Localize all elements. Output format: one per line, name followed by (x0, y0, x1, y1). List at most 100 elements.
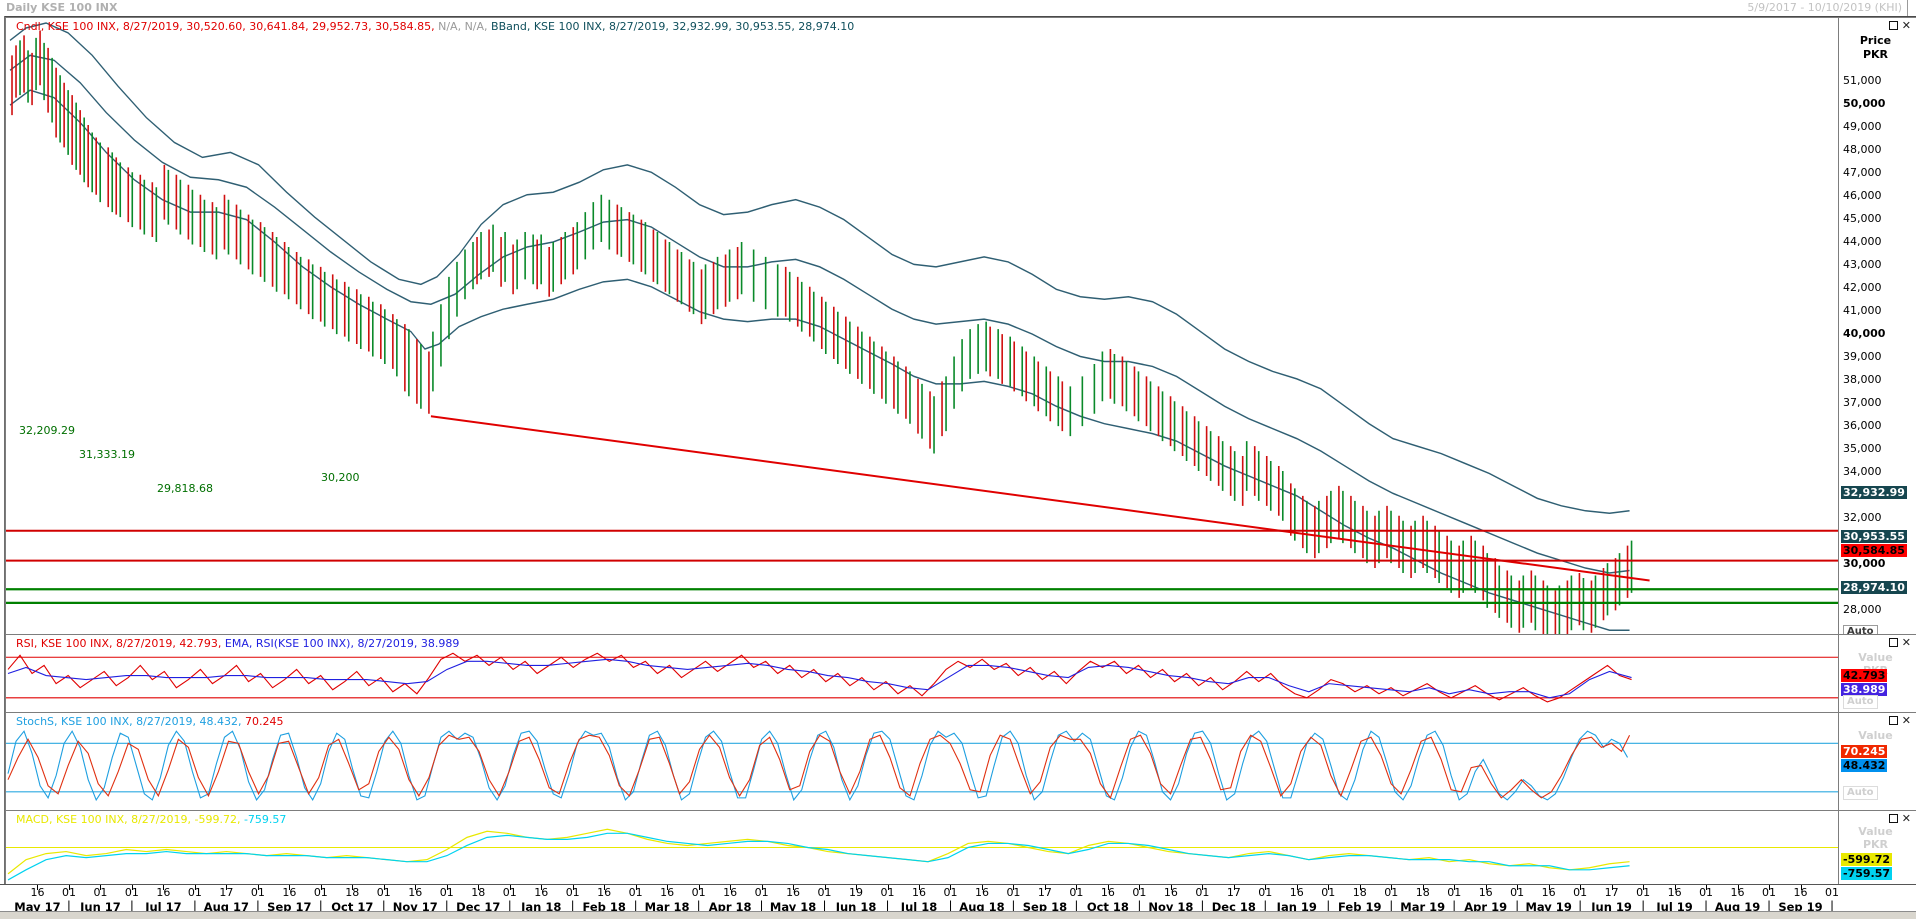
date-axis-boundary-day: 01 (1069, 886, 1084, 899)
macd-chart-pane[interactable]: MACD, KSE 100 INX, 8/27/2019, -599.72, -… (5, 810, 1838, 884)
date-axis-separator: | (1011, 899, 1016, 913)
date-axis-boundary-day: 01 (691, 886, 706, 899)
date-axis-tick (950, 885, 952, 890)
date-axis-separator: | (1704, 899, 1709, 913)
date-axis-tick (635, 885, 637, 890)
close-icon[interactable]: ✕ (1901, 636, 1913, 649)
date-axis-separator: | (1074, 899, 1079, 913)
bband-upper-path (9, 22, 1630, 515)
restore-icon[interactable] (1888, 814, 1898, 823)
stochastic-chart-pane[interactable]: StochS, KSE 100 INX, 8/27/2019, 48.432, … (5, 712, 1838, 810)
macd-axis-block[interactable]: ✕ Value PKR -599.72 -759.57 (1838, 810, 1916, 884)
macd-plot-area[interactable] (6, 811, 1838, 884)
date-axis-tick (1548, 885, 1550, 890)
date-axis-tick (1296, 885, 1298, 890)
date-axis-tick (68, 885, 70, 890)
price-tick-47000: 47,000 (1843, 166, 1882, 179)
stoch-pane-window-controls[interactable]: ✕ (1888, 714, 1913, 727)
date-axis-tick (509, 885, 511, 890)
price-axis-block[interactable]: ✕ Price PKR 51,000 50,000 49,000 48,000 … (1838, 17, 1916, 634)
price-tick-49000: 49,000 (1843, 120, 1882, 133)
date-axis-month: Nov 18 (1148, 900, 1194, 914)
price-tick-42000: 42,000 (1843, 281, 1882, 294)
date-axis-tick (1706, 885, 1708, 890)
date-axis-tick (37, 885, 39, 890)
bband-legend-text: BBand, KSE 100 INX, 8/27/2019, 32,932.99… (491, 20, 855, 33)
price-pane-window-controls[interactable]: ✕ (1888, 19, 1913, 32)
date-axis-month: Aug 19 (1714, 900, 1761, 914)
date-axis-boundary-day: 01 (1132, 886, 1147, 899)
date-axis-day: 16 (534, 886, 549, 899)
last-price-badge: 30,584.85 (1841, 544, 1907, 557)
date-axis-month: Sep 19 (1778, 900, 1823, 914)
date-axis-tick (1611, 885, 1613, 890)
macd-line (7, 828, 1630, 875)
date-axis-tick (667, 885, 669, 890)
date-axis-tick (1359, 885, 1361, 890)
date-axis-day: 16 (1163, 886, 1178, 899)
rsi-pane-window-controls[interactable]: ✕ (1888, 636, 1913, 649)
date-axis-day: 16 (1793, 886, 1808, 899)
date-axis-tick (856, 885, 858, 890)
date-axis-month: Sep 18 (1022, 900, 1068, 914)
date-axis-month: Jul 19 (1656, 900, 1693, 914)
date-axis-month: Mar 19 (1400, 900, 1446, 914)
close-icon[interactable]: ✕ (1901, 714, 1913, 727)
bband-middle-path (9, 54, 1630, 574)
stoch-plot-area[interactable] (6, 713, 1838, 810)
date-axis-separator: | (633, 899, 638, 913)
rsi-axis-block[interactable]: ✕ Value PKR 42.793 38.989 Auto (1838, 634, 1916, 712)
date-axis-separator: | (507, 899, 512, 913)
close-icon[interactable]: ✕ (1901, 812, 1913, 825)
date-axis-boundary-day: 01 (250, 886, 265, 899)
date-axis-day: 18 (1352, 886, 1367, 899)
date-axis-tick (1328, 885, 1330, 890)
date-axis[interactable]: 16 May 17 01 Jun 17 | 01 16 Jul 17 | 01 17 Aug 17 | 0… (0, 884, 1916, 919)
stoch-axis-title-1: Value (1858, 729, 1893, 742)
restore-icon[interactable] (1888, 638, 1898, 647)
date-axis-day: 16 (660, 886, 675, 899)
date-axis-labels: 16 May 17 01 Jun 17 | 01 16 Jul 17 | 01 17 Aug 17 | 0… (0, 885, 1916, 919)
price-auto-scale-button[interactable]: Auto (1843, 625, 1878, 634)
date-axis-month: May 17 (14, 900, 61, 914)
price-tick-41000: 41,000 (1843, 304, 1882, 317)
date-axis-separator: | (381, 899, 386, 913)
price-plot-area[interactable]: 32,209.29 31,333.19 30,200 29,818.68 (6, 18, 1838, 634)
rsi-plot-area[interactable] (6, 635, 1838, 712)
date-axis-separator: | (129, 899, 134, 913)
date-axis-tick (1265, 885, 1267, 890)
date-axis-tick (194, 885, 196, 890)
date-axis-separator: | (66, 899, 71, 913)
macd-pane-window-controls[interactable]: ✕ (1888, 812, 1913, 825)
date-axis-day: 19 (849, 886, 864, 899)
rsi-chart-pane[interactable]: RSI, KSE 100 INX, 8/27/2019, 42.793, EMA… (5, 634, 1838, 712)
date-axis-tick (1485, 885, 1487, 890)
date-axis-boundary-day: 01 (439, 886, 454, 899)
stoch-axis-block[interactable]: ✕ Value 70.245 48.432 Auto (1838, 712, 1916, 810)
date-axis-separator: | (1578, 899, 1583, 913)
stoch-auto-scale-button[interactable]: Auto (1843, 786, 1878, 800)
date-axis-tick (793, 885, 795, 890)
date-axis-tick (1517, 885, 1519, 890)
date-axis-boundary-day: 01 (1510, 886, 1525, 899)
date-axis-tick (1044, 885, 1046, 890)
bband-lower-path (9, 89, 1630, 632)
close-icon[interactable]: ✕ (1901, 19, 1913, 32)
date-axis-month: Jun 17 (80, 900, 121, 914)
restore-icon[interactable] (1888, 716, 1898, 725)
rsi-auto-scale-button[interactable]: Auto (1843, 695, 1878, 709)
date-axis-month: Jun 18 (835, 900, 877, 914)
price-tick-34000: 34,000 (1843, 465, 1882, 478)
price-axis-title-2: PKR (1862, 48, 1889, 61)
date-axis-day: 17 (1226, 886, 1241, 899)
restore-icon[interactable] (1888, 21, 1898, 30)
date-axis-tick (730, 885, 732, 890)
date-axis-tick (1769, 885, 1771, 890)
price-chart-pane[interactable]: Cndl, KSE 100 INX, 8/27/2019, 30,520.60,… (5, 17, 1838, 634)
date-axis-boundary-day: 01 (817, 886, 832, 899)
date-axis-separator: | (1515, 899, 1520, 913)
date-axis-boundary-day: 01 (1258, 886, 1273, 899)
date-axis-tick (320, 885, 322, 890)
plot-stack: Cndl, KSE 100 INX, 8/27/2019, 30,520.60,… (5, 17, 1838, 884)
date-axis-separator: | (318, 899, 323, 913)
